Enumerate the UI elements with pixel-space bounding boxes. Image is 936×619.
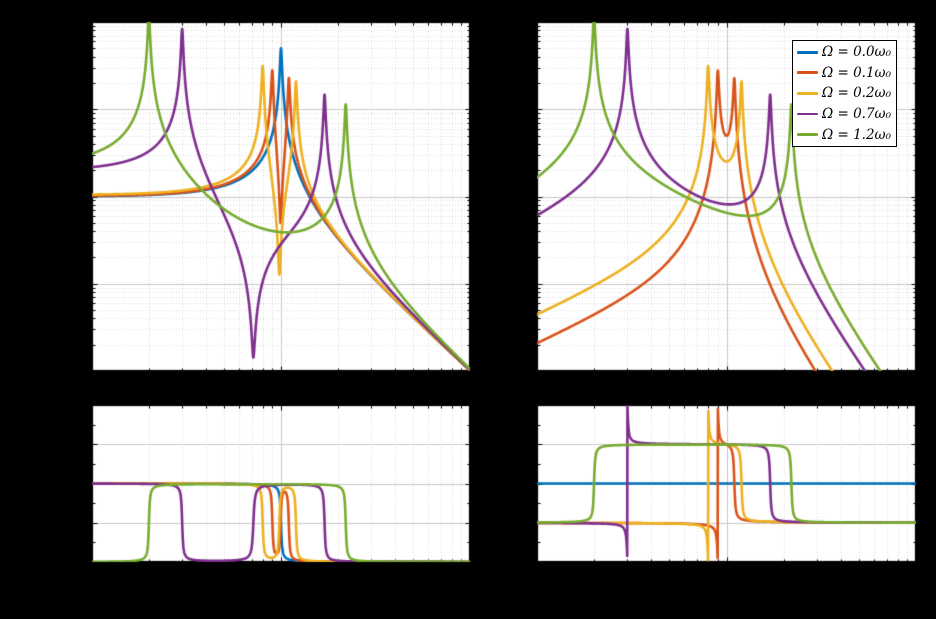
- legend-line-swatch: [797, 50, 818, 54]
- legend-line-swatch: [797, 92, 818, 95]
- legend-line-swatch: [797, 133, 818, 137]
- legend-label: Ω = 0.7ω₀: [822, 106, 891, 123]
- legend-label: Ω = 0.0ω₀: [822, 44, 891, 61]
- legend-entry: Ω = 1.2ω₀: [797, 124, 891, 145]
- legend-entry: Ω = 0.0ω₀: [797, 42, 891, 63]
- legend-line-swatch: [797, 71, 818, 75]
- legend-entry: Ω = 0.2ω₀: [797, 83, 891, 104]
- legend-label: Ω = 0.1ω₀: [822, 64, 891, 81]
- legend-entry: Ω = 0.1ω₀: [797, 63, 891, 84]
- legend-label: Ω = 0.2ω₀: [822, 85, 891, 102]
- legend: Ω = 0.0ω₀ Ω = 0.1ω₀ Ω = 0.2ω₀ Ω = 0.7ω₀ …: [792, 40, 897, 147]
- legend-label: Ω = 1.2ω₀: [822, 126, 891, 143]
- legend-line-swatch: [797, 112, 818, 116]
- legend-entry: Ω = 0.7ω₀: [797, 104, 891, 125]
